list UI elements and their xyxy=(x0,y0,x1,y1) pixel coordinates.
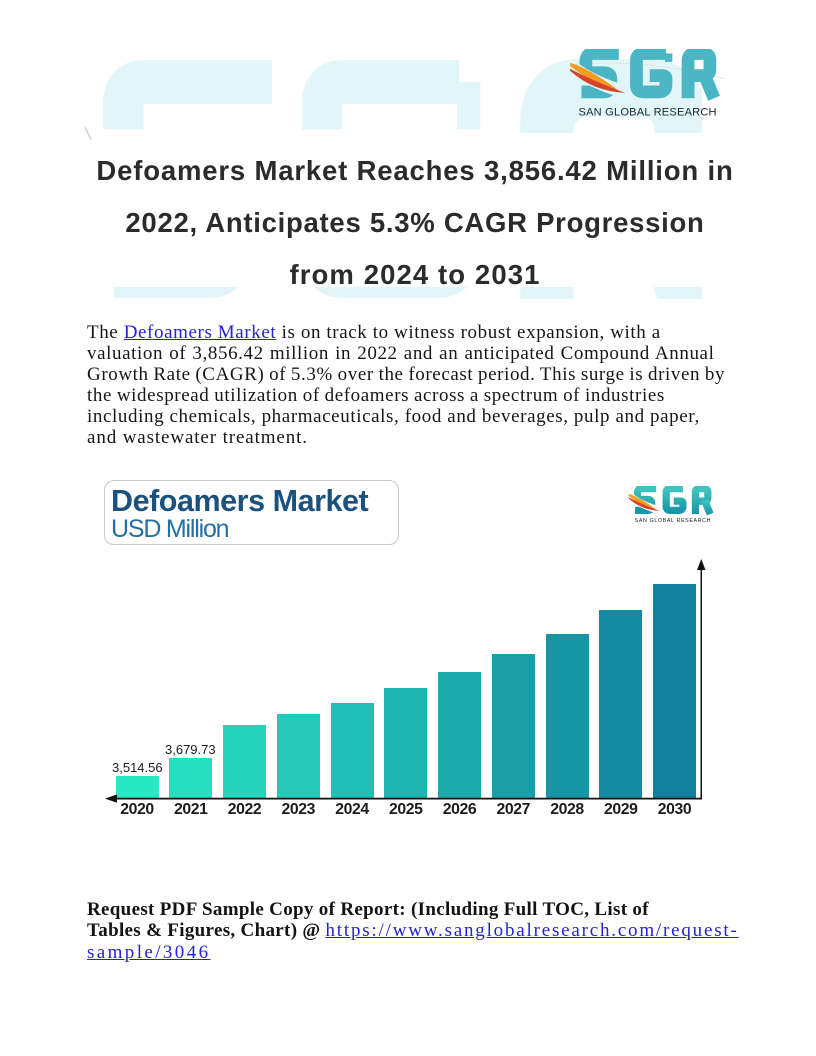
svg-text:SAN GLOBAL RESEARCH: SAN GLOBAL RESEARCH xyxy=(635,518,711,524)
svg-text:SAN GLOBAL RESEARCH: SAN GLOBAL RESEARCH xyxy=(578,107,716,119)
